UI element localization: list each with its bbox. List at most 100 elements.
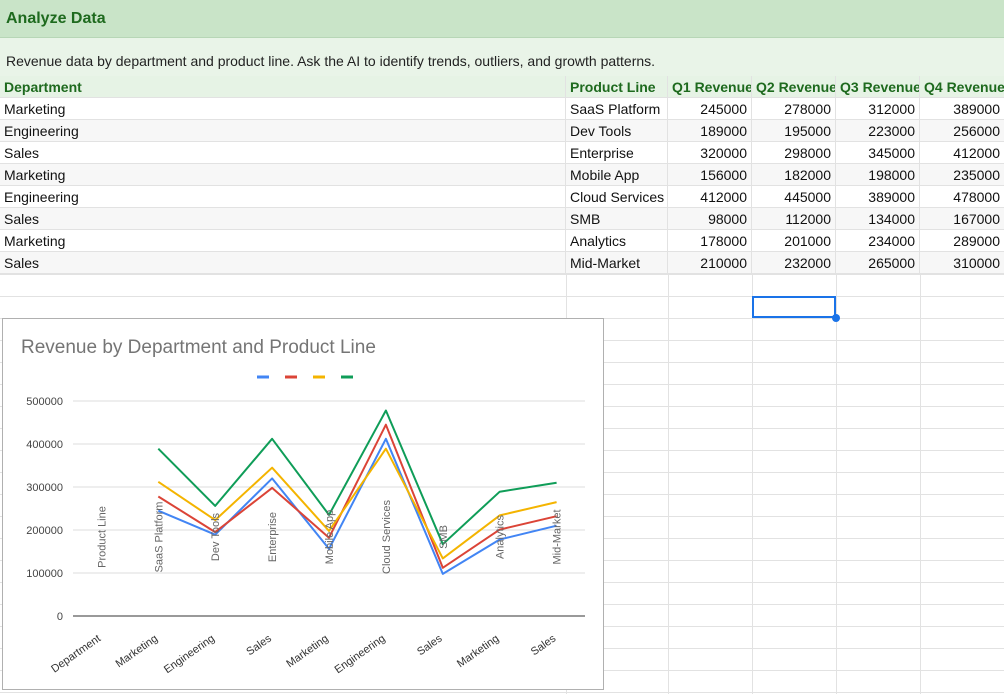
- q2-cell[interactable]: 195000: [752, 120, 836, 142]
- header-department[interactable]: Department: [0, 76, 566, 98]
- q2-cell[interactable]: 232000: [752, 252, 836, 274]
- point-label: Mid-Market: [552, 509, 564, 564]
- table-row: Marketing Analytics 178000 201000 234000…: [0, 230, 1004, 252]
- product-line-cell[interactable]: Mobile App: [566, 164, 668, 186]
- product-line-cell[interactable]: SaaS Platform: [566, 98, 668, 120]
- point-label: Analytics: [495, 514, 507, 559]
- y-tick-label: 500000: [26, 396, 63, 408]
- header-product-line[interactable]: Product Line: [566, 76, 668, 98]
- department-cell[interactable]: Engineering: [0, 186, 566, 208]
- x-tick-label: Sales: [244, 632, 274, 658]
- revenue-line-chart[interactable]: Revenue by Department and Product Line 5…: [2, 318, 604, 690]
- department-cell[interactable]: Engineering: [0, 120, 566, 142]
- q3-cell[interactable]: 345000: [836, 142, 920, 164]
- q4-cell[interactable]: 256000: [953, 123, 1000, 139]
- x-tick-label: Marketing: [284, 633, 330, 671]
- fill-handle[interactable]: [832, 314, 840, 322]
- product-line-cell[interactable]: SMB: [566, 208, 668, 230]
- q2-cell[interactable]: 298000: [752, 142, 836, 164]
- department-cell[interactable]: Sales: [0, 142, 566, 164]
- description-row[interactable]: Revenue data by department and product l…: [0, 38, 1004, 76]
- q1-cell[interactable]: 178000: [668, 230, 752, 252]
- q2-cell[interactable]: 112000: [752, 208, 836, 230]
- point-label: Cloud Services: [381, 500, 393, 574]
- department-cell[interactable]: Sales: [0, 208, 566, 230]
- q1-cell[interactable]: 189000: [668, 120, 752, 142]
- q4-cell[interactable]: 167000: [953, 211, 1000, 227]
- q3-cell[interactable]: 389000: [836, 186, 920, 208]
- header-q1-revenue[interactable]: Q1 Revenue: [668, 76, 752, 98]
- grid-line: [0, 296, 1004, 297]
- product-line-cell[interactable]: Analytics: [566, 230, 668, 252]
- q3-cell[interactable]: 312000: [836, 98, 920, 120]
- product-line-cell[interactable]: Enterprise: [566, 142, 668, 164]
- q4-cell[interactable]: 478000: [953, 189, 1000, 205]
- sheet-title: Analyze Data: [6, 10, 106, 27]
- q3-cell[interactable]: 234000: [836, 230, 920, 252]
- department-cell[interactable]: Marketing: [0, 98, 566, 120]
- y-tick-label: 200000: [26, 525, 63, 537]
- y-tick-label: 400000: [26, 439, 63, 451]
- selected-cell-cursor[interactable]: [752, 296, 836, 318]
- product-line-cell[interactable]: Mid-Market: [566, 252, 668, 274]
- table-row: Engineering Cloud Services 412000 445000…: [0, 186, 1004, 208]
- x-tick-label: Department: [49, 633, 103, 676]
- q2-cell[interactable]: 445000: [752, 186, 836, 208]
- y-tick-label: 300000: [26, 482, 63, 494]
- grid-line: [0, 274, 1004, 275]
- q1-cell[interactable]: 412000: [668, 186, 752, 208]
- y-tick-label: 0: [57, 611, 63, 623]
- point-label: Product Line: [96, 506, 108, 568]
- table-row: Engineering Dev Tools 189000 195000 2230…: [0, 120, 1004, 142]
- grid-line: [920, 274, 921, 694]
- header-q3-revenue[interactable]: Q3 Revenue: [836, 76, 920, 98]
- q4-cell[interactable]: 412000: [953, 145, 1000, 161]
- q3-cell[interactable]: 223000: [836, 120, 920, 142]
- q1-cell[interactable]: 245000: [668, 98, 752, 120]
- table-row: Sales Mid-Market 210000 232000 265000 31…: [0, 252, 1004, 274]
- q2-cell[interactable]: 182000: [752, 164, 836, 186]
- point-label: SaaS Platform: [153, 502, 165, 573]
- chart-title: Revenue by Department and Product Line: [21, 337, 376, 358]
- chart-plot: 500000 400000 300000 200000 100000 0 Departmen…: [26, 375, 585, 677]
- series-line: [157, 423, 557, 569]
- grid-line: [0, 692, 1004, 693]
- grid-line: [752, 274, 753, 694]
- q4-cell[interactable]: 235000: [953, 167, 1000, 183]
- header-q4-revenue[interactable]: Q4 Revenue: [924, 79, 1004, 95]
- q1-cell[interactable]: 156000: [668, 164, 752, 186]
- q4-cell[interactable]: 289000: [953, 233, 1000, 249]
- point-label: Mobile App: [324, 510, 336, 564]
- title-row[interactable]: Analyze Data: [0, 0, 1004, 38]
- q4-cell[interactable]: 389000: [953, 101, 1000, 117]
- q1-cell[interactable]: 210000: [668, 252, 752, 274]
- x-tick-label: Sales: [415, 632, 445, 658]
- grid-line: [836, 274, 837, 694]
- x-tick-label: Sales: [529, 632, 559, 658]
- product-line-cell[interactable]: Cloud Services: [566, 186, 668, 208]
- department-cell[interactable]: Sales: [0, 252, 566, 274]
- department-cell[interactable]: Marketing: [0, 164, 566, 186]
- point-label: SMB: [438, 525, 450, 549]
- q2-cell[interactable]: 278000: [752, 98, 836, 120]
- q1-cell[interactable]: 98000: [668, 208, 752, 230]
- department-cell[interactable]: Marketing: [0, 230, 566, 252]
- y-tick-label: 100000: [26, 568, 63, 580]
- x-tick-label: Engineering: [333, 633, 388, 677]
- sheet-description: Revenue data by department and product l…: [6, 53, 656, 69]
- point-label: Dev Tools: [210, 512, 222, 561]
- header-q2-revenue[interactable]: Q2 Revenue: [752, 76, 836, 98]
- x-tick-label: Engineering: [162, 633, 217, 677]
- q3-cell[interactable]: 265000: [836, 252, 920, 274]
- table-row: Marketing SaaS Platform 245000 278000 31…: [0, 98, 1004, 120]
- q3-cell[interactable]: 198000: [836, 164, 920, 186]
- series-line: [157, 409, 557, 546]
- q3-cell[interactable]: 134000: [836, 208, 920, 230]
- x-tick-label: Marketing: [455, 633, 501, 671]
- series-line: [157, 447, 557, 560]
- q1-cell[interactable]: 320000: [668, 142, 752, 164]
- q4-cell[interactable]: 310000: [953, 255, 1000, 271]
- q2-cell[interactable]: 201000: [752, 230, 836, 252]
- product-line-cell[interactable]: Dev Tools: [566, 120, 668, 142]
